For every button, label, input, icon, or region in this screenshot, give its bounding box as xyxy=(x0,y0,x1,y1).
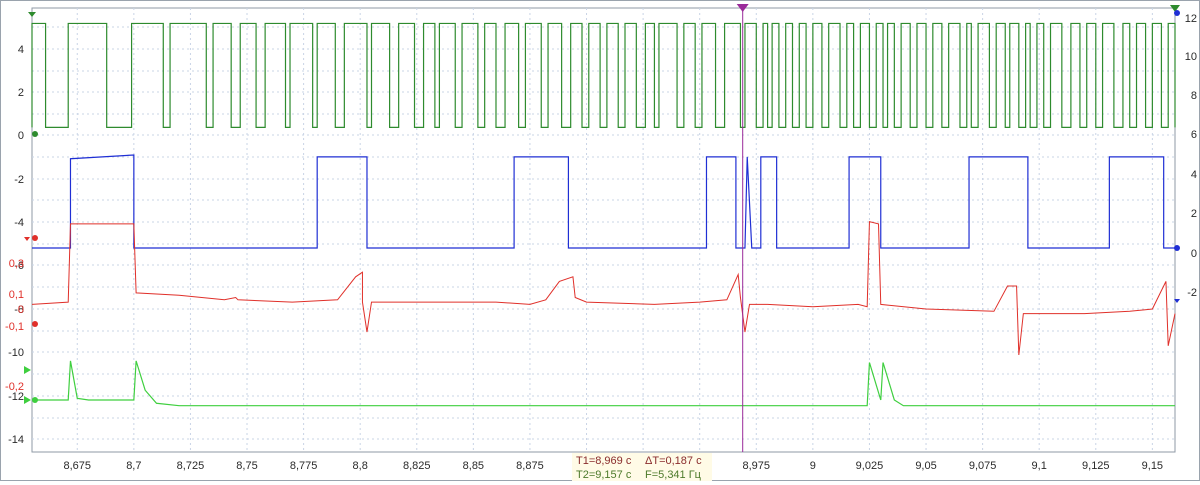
right-tick-label: 4 xyxy=(1191,169,1197,181)
left-tick-label: -8 xyxy=(14,304,24,316)
x-tick-label: 8,7 xyxy=(126,460,141,472)
plot-border xyxy=(31,7,1176,453)
left-red-tick-label: 0 xyxy=(18,304,24,316)
light-green-marker-icon xyxy=(24,366,31,374)
right-tick-label: 12 xyxy=(1185,13,1197,25)
right-tick-label: 6 xyxy=(1191,129,1197,141)
cursor-readout: T1=8,969 с ΔT=0,187 с T2=9,157 с F=5,341… xyxy=(572,453,712,481)
left-red-tick-label: 0,1 xyxy=(9,289,24,301)
x-tick-label: 9,1 xyxy=(1032,460,1047,472)
cursor-delta-t: ΔT=0,187 с xyxy=(645,455,702,467)
series-green-digital xyxy=(31,22,1176,128)
top-left-marker-icon xyxy=(28,12,36,17)
x-tick-label: 8,825 xyxy=(403,460,431,472)
x-tick-label: 9,075 xyxy=(969,460,997,472)
left-tick-label: 0 xyxy=(18,130,24,142)
x-tick-label: 8,675 xyxy=(64,460,92,472)
x-tick-label: 8,775 xyxy=(290,460,318,472)
right-blue-marker xyxy=(1174,10,1180,16)
left-red-tick-label: 0,3 xyxy=(9,258,24,270)
x-tick-label: 8,875 xyxy=(516,460,544,472)
x-tick-label: 9,05 xyxy=(915,460,936,472)
light-green-arrow-icon xyxy=(24,396,31,404)
grid xyxy=(31,7,1176,453)
right-tick-label: -2 xyxy=(1187,287,1197,299)
right-blue-arrow-icon xyxy=(1174,299,1180,303)
x-tick-label: 9,15 xyxy=(1142,460,1163,472)
x-tick-label: 9,025 xyxy=(856,460,884,472)
left-tick-label: -12 xyxy=(8,391,24,403)
left-tick-label: -10 xyxy=(8,347,24,359)
cursor-handle-icon[interactable] xyxy=(736,4,749,12)
left-red-tick-label: -0,2 xyxy=(5,381,24,393)
x-tick-label: 8,725 xyxy=(177,460,205,472)
x-tick-label: 9 xyxy=(810,460,816,472)
x-tick-label: 8,975 xyxy=(743,460,771,472)
light-green-channel-marker[interactable] xyxy=(32,397,38,403)
series-red xyxy=(31,220,1176,356)
red-channel-marker[interactable] xyxy=(32,235,38,241)
cursor-frequency: F=5,341 Гц xyxy=(645,469,701,481)
x-tick-label: 8,85 xyxy=(463,460,484,472)
x-tick-label: 9,125 xyxy=(1082,460,1110,472)
left-tick-label: -14 xyxy=(8,434,24,446)
series-blue xyxy=(32,154,1175,249)
series-light-green xyxy=(32,360,1175,407)
x-tick-label: 8,8 xyxy=(353,460,368,472)
right-tick-label: 2 xyxy=(1191,208,1197,220)
cursor[interactable] xyxy=(736,4,749,452)
right-blue-zero-marker xyxy=(1174,245,1180,251)
right-tick-label: 0 xyxy=(1191,248,1197,260)
channel-markers[interactable] xyxy=(24,5,1180,404)
left-tick-label: 4 xyxy=(18,44,24,56)
left-tick-label: -2 xyxy=(14,174,24,186)
red-marker-icon xyxy=(24,237,30,241)
red-zero-marker[interactable] xyxy=(32,321,38,327)
x-tick-label: 8,75 xyxy=(236,460,257,472)
green-channel-marker[interactable] xyxy=(32,131,38,137)
cursor-t2: T2=9,157 с xyxy=(576,469,632,481)
right-tick-label: 10 xyxy=(1185,51,1197,63)
left-tick-label: 2 xyxy=(18,87,24,99)
axes: 8,675 8,7 8,725 8,75 8,775 8,8 8,825 8,85 8,875 8… xyxy=(5,13,1197,472)
left-tick-label: -6 xyxy=(14,260,24,272)
cursor-t1: T1=8,969 с xyxy=(576,455,632,467)
left-tick-label: -4 xyxy=(14,217,24,229)
right-tick-label: 8 xyxy=(1191,90,1197,102)
left-red-tick-label: -0,1 xyxy=(5,321,24,333)
series-layer xyxy=(31,22,1176,407)
right-top-marker-icon xyxy=(1170,5,1180,12)
